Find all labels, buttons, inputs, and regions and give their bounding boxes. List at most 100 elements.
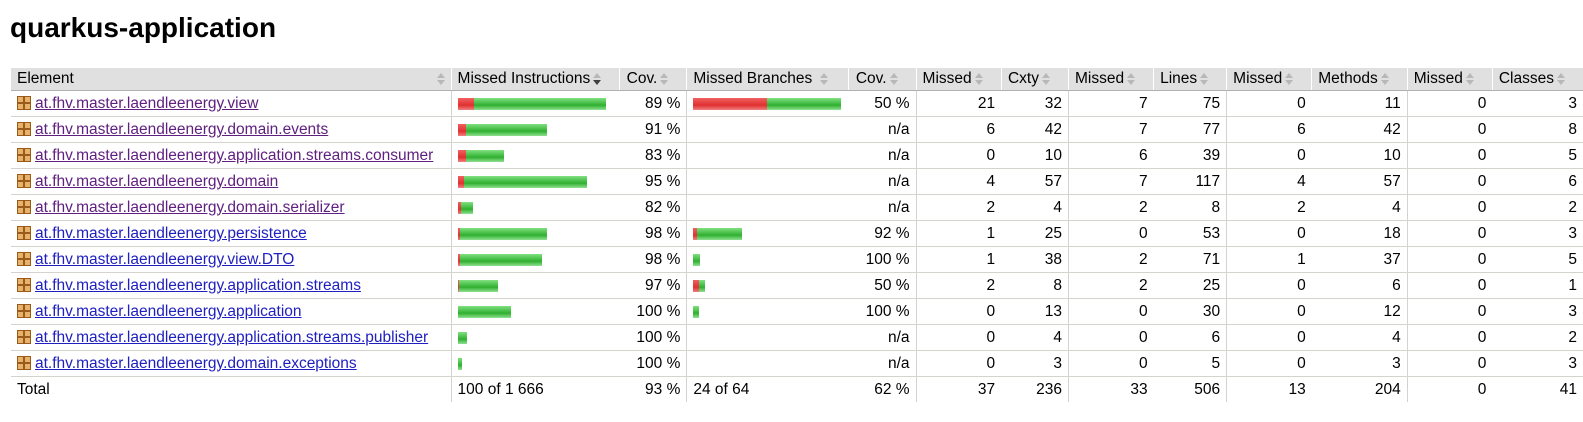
- package-link[interactable]: at.fhv.master.laendleenergy.application: [35, 302, 302, 320]
- missed-classes-value: 0: [1406, 142, 1493, 169]
- sort-icon: [660, 72, 669, 85]
- sort-icon: [1465, 72, 1474, 85]
- cov-branches-value: 50 %: [848, 90, 917, 117]
- cov-instructions-value: 100 %: [619, 298, 687, 325]
- package-link[interactable]: at.fhv.master.laendleenergy.view: [35, 94, 259, 112]
- package-link[interactable]: at.fhv.master.laendleenergy.application.…: [35, 146, 434, 164]
- missed-bar-segment: [457, 201, 461, 214]
- column-header-lines[interactable]: Lines: [1153, 68, 1227, 91]
- missed-classes-value: 0: [1406, 220, 1493, 247]
- instructions-bar-cell: [450, 168, 620, 195]
- total-row: Total 100 of 1 666 93 % 24 of 64 62 % 37…: [11, 376, 1583, 402]
- classes-value: 3: [1492, 220, 1583, 247]
- cov-instructions-value: 98 %: [619, 246, 687, 273]
- package-icon: [17, 199, 31, 214]
- package-link[interactable]: at.fhv.master.laendleenergy.domain: [35, 172, 279, 190]
- sort-icon: [1041, 72, 1050, 85]
- methods-value: 3: [1311, 350, 1408, 377]
- cxty-value: 13: [1001, 298, 1069, 325]
- lines-value: 5: [1153, 350, 1227, 377]
- missed-lines-value: 7: [1067, 90, 1154, 117]
- cov-branches-value: n/a: [848, 324, 917, 351]
- branches-coverage-bar: [693, 97, 843, 110]
- cxty-value: 10: [1001, 142, 1069, 169]
- package-link[interactable]: at.fhv.master.laendleenergy.domain.event…: [35, 120, 329, 138]
- table-row: at.fhv.master.laendleenergy.domain.event…: [11, 116, 1583, 143]
- sort-icon: [1285, 72, 1294, 85]
- total-cov-branches: 62 %: [848, 376, 917, 402]
- missed-bar-segment: [693, 97, 768, 110]
- instructions-bar-cell: [450, 324, 620, 351]
- cov-instructions-value: 83 %: [619, 142, 687, 169]
- package-link[interactable]: at.fhv.master.laendleenergy.persistence: [35, 224, 307, 242]
- column-header-label: Cov.: [855, 70, 887, 87]
- missed-bar-segment: [693, 279, 700, 292]
- column-header-missed-methods[interactable]: Missed: [1226, 68, 1312, 91]
- missed-methods-value: 0: [1226, 220, 1312, 247]
- page-title: quarkus-application: [10, 12, 277, 43]
- classes-value: 5: [1492, 142, 1583, 169]
- missed-cxty-value: 0: [915, 350, 1002, 377]
- sort-icon: [1127, 72, 1136, 85]
- column-header-missed-instructions[interactable]: Missed Instructions: [450, 68, 620, 91]
- column-header-cov-branches[interactable]: Cov.: [848, 68, 917, 91]
- column-header-missed-cxty[interactable]: Missed: [915, 68, 1002, 91]
- column-header-methods[interactable]: Methods: [1311, 68, 1408, 91]
- package-icon: [17, 277, 31, 292]
- covered-bar-segment: [693, 305, 700, 318]
- package-link[interactable]: at.fhv.master.laendleenergy.domain.seria…: [35, 198, 345, 216]
- column-header-label: Methods: [1318, 70, 1378, 87]
- methods-value: 11: [1311, 90, 1408, 117]
- column-header-label: Missed Instructions: [457, 70, 591, 87]
- instructions-coverage-bar: [457, 149, 614, 162]
- cov-branches-value: 92 %: [848, 220, 917, 247]
- cov-instructions-value: 97 %: [619, 272, 687, 299]
- covered-bar-segment: [459, 227, 547, 240]
- cov-branches-value: 100 %: [848, 298, 917, 325]
- branches-bar-cell: [686, 194, 849, 221]
- package-link[interactable]: at.fhv.master.laendleenergy.domain.excep…: [35, 354, 357, 372]
- element-cell: at.fhv.master.laendleenergy.domain.excep…: [11, 350, 452, 377]
- lines-value: 6: [1153, 324, 1227, 351]
- instructions-coverage-bar: [457, 227, 614, 240]
- missed-lines-value: 7: [1067, 116, 1154, 143]
- sort-icon: [820, 72, 829, 85]
- package-link[interactable]: at.fhv.master.laendleenergy.application.…: [35, 276, 361, 294]
- lines-value: 39: [1153, 142, 1227, 169]
- package-link[interactable]: at.fhv.master.laendleenergy.view.DTO: [35, 250, 295, 268]
- cov-instructions-value: 82 %: [619, 194, 687, 221]
- element-cell: at.fhv.master.laendleenergy.domain.event…: [11, 116, 452, 143]
- missed-lines-value: 2: [1067, 194, 1154, 221]
- column-header-element[interactable]: Element: [11, 68, 452, 91]
- cxty-value: 3: [1001, 350, 1069, 377]
- column-header-missed-classes[interactable]: Missed: [1406, 68, 1493, 91]
- package-link[interactable]: at.fhv.master.laendleenergy.application.…: [35, 328, 429, 346]
- methods-value: 12: [1311, 298, 1408, 325]
- missed-cxty-value: 2: [915, 194, 1002, 221]
- covered-bar-segment: [767, 97, 842, 110]
- element-cell: at.fhv.master.laendleenergy.persistence: [11, 220, 452, 247]
- column-header-label: Missed Branches: [693, 70, 813, 87]
- missed-classes-value: 0: [1406, 298, 1493, 325]
- covered-bar-segment: [459, 253, 542, 266]
- missed-classes-value: 0: [1406, 168, 1493, 195]
- missed-bar-segment: [457, 227, 460, 240]
- total-missed-lines: 33: [1067, 376, 1154, 402]
- column-header-missed-lines[interactable]: Missed: [1067, 68, 1154, 91]
- column-header-cov-instructions[interactable]: Cov.: [619, 68, 687, 91]
- instructions-bar-cell: [450, 298, 620, 325]
- sort-icon: [1200, 72, 1209, 85]
- column-header-cxty[interactable]: Cxty: [1000, 68, 1069, 91]
- missed-cxty-value: 0: [915, 324, 1002, 351]
- lines-value: 117: [1153, 168, 1227, 195]
- column-header-missed-branches[interactable]: Missed Branches: [686, 68, 849, 91]
- column-header-label: Cxty: [1007, 70, 1039, 87]
- column-header-label: Element: [17, 70, 74, 87]
- instructions-bar-cell: [450, 220, 620, 247]
- column-header-classes[interactable]: Classes: [1491, 68, 1583, 91]
- covered-bar-segment: [465, 149, 504, 162]
- missed-methods-value: 0: [1226, 90, 1312, 117]
- element-cell: at.fhv.master.laendleenergy.application.…: [11, 142, 452, 169]
- missed-lines-value: 0: [1067, 298, 1154, 325]
- cxty-value: 32: [1001, 90, 1069, 117]
